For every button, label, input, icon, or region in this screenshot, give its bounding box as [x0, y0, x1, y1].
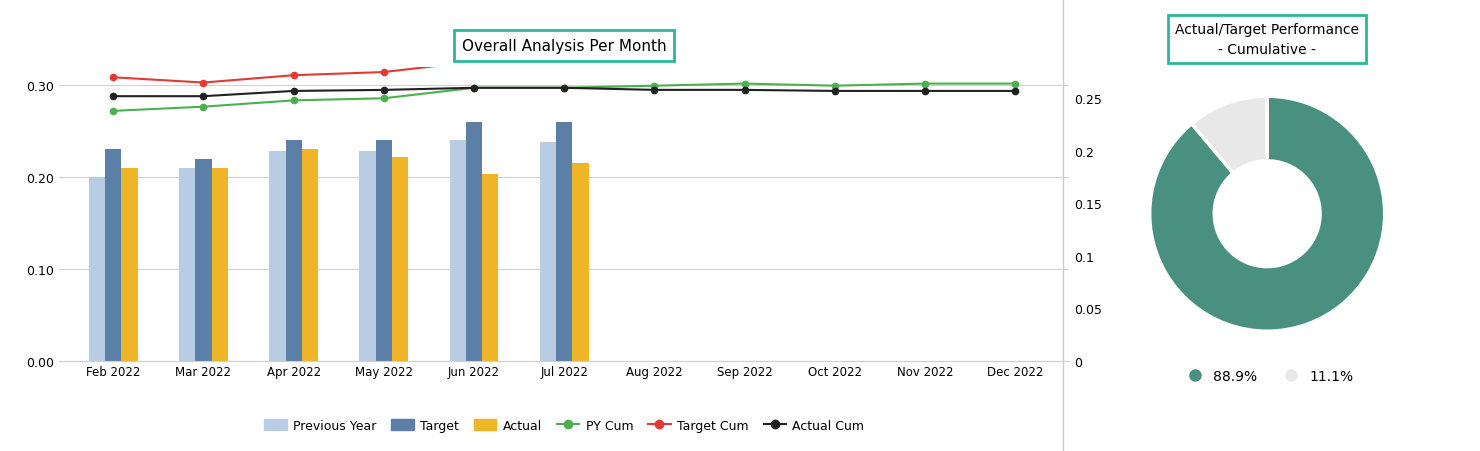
- Bar: [195, 159, 212, 361]
- Legend: 88.9%, 11.1%: 88.9%, 11.1%: [1175, 364, 1359, 389]
- Bar: [269, 152, 286, 361]
- Legend: Previous Year, Target, Actual, PY Cum, Target Cum, Actual Cum: Previous Year, Target, Actual, PY Cum, T…: [259, 414, 869, 437]
- Wedge shape: [1191, 97, 1267, 174]
- Bar: [286, 141, 302, 361]
- Bar: [105, 150, 121, 361]
- Bar: [212, 168, 228, 361]
- Wedge shape: [1150, 97, 1385, 331]
- Bar: [360, 152, 376, 361]
- Title: Overall Analysis Per Month: Overall Analysis Per Month: [462, 39, 666, 54]
- Bar: [376, 141, 392, 361]
- Bar: [89, 178, 105, 361]
- Bar: [392, 157, 408, 361]
- Bar: [556, 123, 573, 361]
- Bar: [573, 164, 589, 361]
- Bar: [121, 168, 138, 361]
- Title: Actual/Target Performance
- Cumulative -: Actual/Target Performance - Cumulative -: [1175, 23, 1359, 57]
- Bar: [450, 141, 466, 361]
- Bar: [540, 143, 556, 361]
- Bar: [302, 150, 318, 361]
- Bar: [482, 175, 499, 361]
- Bar: [466, 123, 482, 361]
- Bar: [179, 168, 195, 361]
